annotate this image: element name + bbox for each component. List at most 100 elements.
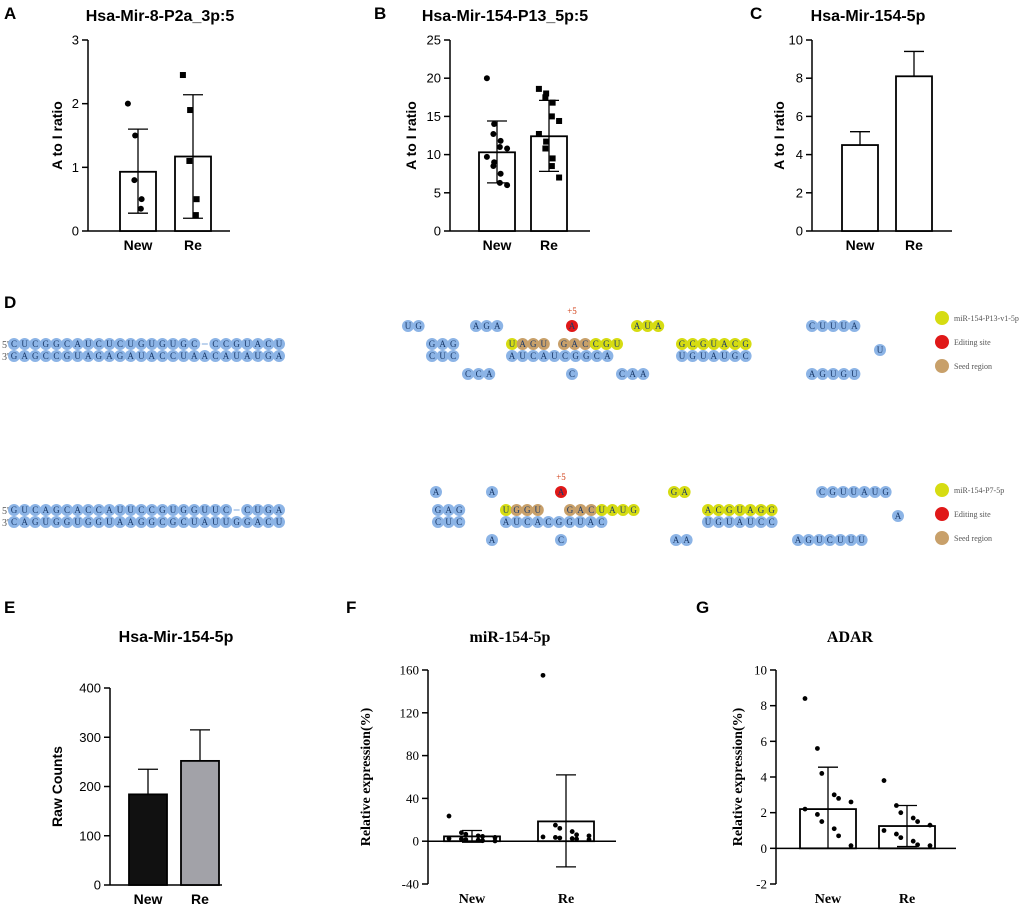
nucleotide-circle — [262, 338, 275, 350]
nucleotide-letter: A — [127, 517, 134, 527]
nucleotide: U — [209, 504, 222, 516]
nucleotide-letter: C — [223, 339, 229, 349]
nucleotide-circle — [39, 516, 52, 528]
data-point-re — [543, 138, 550, 145]
nucleotide: G — [50, 516, 63, 528]
nucleotide: U — [103, 516, 116, 528]
y-tick-label: 10 — [754, 663, 767, 678]
nucleotide-circle — [755, 516, 767, 528]
y-tick-label: 6 — [796, 109, 803, 124]
nucleotide: A — [124, 516, 137, 528]
nucleotide: U — [273, 516, 285, 528]
nucleotide-letter: A — [202, 517, 209, 527]
nucleotide-letter: U — [255, 505, 262, 515]
nucleotide-letter: C — [827, 535, 833, 545]
nucleotide: G — [837, 368, 850, 380]
nucleotide-circle — [241, 516, 254, 528]
chart-panel-f: miR-154-5p -40 0 40 80 120 160 Relative express… — [359, 629, 616, 907]
nucleotide: U — [71, 350, 84, 362]
nucleotide-circle — [601, 350, 614, 362]
nucleotide-circle — [462, 368, 474, 380]
nucleotide: C — [241, 504, 254, 516]
nucleotide-circle — [616, 368, 628, 380]
nucleotide: G — [135, 338, 148, 350]
nucleotide-letter: C — [244, 505, 250, 515]
nucleotide: A — [188, 350, 201, 362]
nucleotide-circle — [188, 516, 201, 528]
nucleotide-circle — [617, 504, 629, 516]
nucleotide: G — [262, 504, 275, 516]
nucleotide: A — [442, 504, 455, 516]
nucleotide-circle — [559, 350, 571, 362]
nucleotide: G — [676, 338, 688, 350]
nucleotide-letter: U — [445, 517, 452, 527]
nucleotide-letter: G — [96, 517, 103, 527]
legend-swatch — [935, 359, 949, 373]
nucleotide: C — [712, 504, 725, 516]
nucleotide-letter: A — [681, 487, 688, 497]
nucleotide-circle — [432, 504, 444, 516]
nucleotide: U — [39, 516, 52, 528]
nucleotide-letter: G — [758, 505, 765, 515]
nucleotide-letter: A — [541, 351, 548, 361]
nucleotide-circle — [177, 338, 190, 350]
nucleotide: U — [188, 516, 201, 528]
nucleotide: U — [71, 516, 84, 528]
nucleotide: G — [156, 338, 169, 350]
nucleotide: G — [167, 516, 179, 528]
nucleotide: U — [847, 486, 860, 498]
nucleotide-letter: C — [32, 505, 38, 515]
nucleotide-letter: C — [11, 339, 17, 349]
nucleotide-circle — [874, 344, 886, 356]
nucleotide-letter: C — [212, 351, 218, 361]
nucleotide-circle — [827, 320, 840, 332]
y-axis-label: Raw Counts — [49, 746, 65, 827]
nucleotide: C — [262, 516, 275, 528]
nucleotide-circle — [71, 504, 84, 516]
nucleotide-letter: C — [769, 517, 775, 527]
nucleotide: U — [436, 350, 449, 362]
y-tick-label: -2 — [756, 877, 767, 892]
nucleotide: A — [430, 486, 442, 498]
nucleotide-letter: A — [255, 517, 262, 527]
nucleotide-circle — [71, 516, 84, 528]
nucleotide: A — [626, 368, 639, 380]
nucleotide: C — [566, 368, 578, 380]
y-tick-label: 4 — [796, 147, 803, 162]
nucleotide: U — [676, 350, 688, 362]
nucleotide-circle — [847, 486, 860, 498]
nucleotide: A — [606, 504, 619, 516]
nucleotide-circle — [626, 368, 639, 380]
nucleotide-letter: G — [32, 351, 39, 361]
nucleotide: U — [241, 338, 254, 350]
nucleotide: G — [8, 350, 20, 362]
nucleotide: C — [50, 350, 63, 362]
y-tick-label: 300 — [79, 730, 101, 745]
nucleotide-letter: G — [882, 487, 889, 497]
y-tick-label: 10 — [427, 147, 441, 162]
nucleotide-circle — [82, 350, 95, 362]
nucleotide: C — [755, 516, 767, 528]
data-point-re — [898, 835, 904, 841]
nucleotide-circle — [167, 338, 179, 350]
nucleotide-circle — [209, 338, 222, 350]
nucleotide-letter: U — [138, 351, 145, 361]
nucleotide-letter: G — [265, 505, 272, 515]
nucleotide: C — [156, 350, 169, 362]
legend-label: Seed region — [954, 534, 992, 543]
nucleotide-letter: U — [276, 339, 283, 349]
chart-panel-g: ADAR -2 0 2 4 6 8 10 Relative expression(%) New Re — [731, 629, 956, 907]
nucleotide: G — [521, 504, 534, 516]
nucleotide-circle — [262, 350, 275, 362]
data-point-re — [557, 825, 563, 831]
nucleotide-circle — [702, 504, 714, 516]
nucleotide-letter: C — [819, 487, 825, 497]
nucleotide: G — [447, 338, 460, 350]
nucleotide-circle — [848, 320, 861, 332]
data-point-new — [490, 130, 497, 137]
data-point-re — [548, 163, 555, 170]
nucleotide: C — [559, 350, 571, 362]
